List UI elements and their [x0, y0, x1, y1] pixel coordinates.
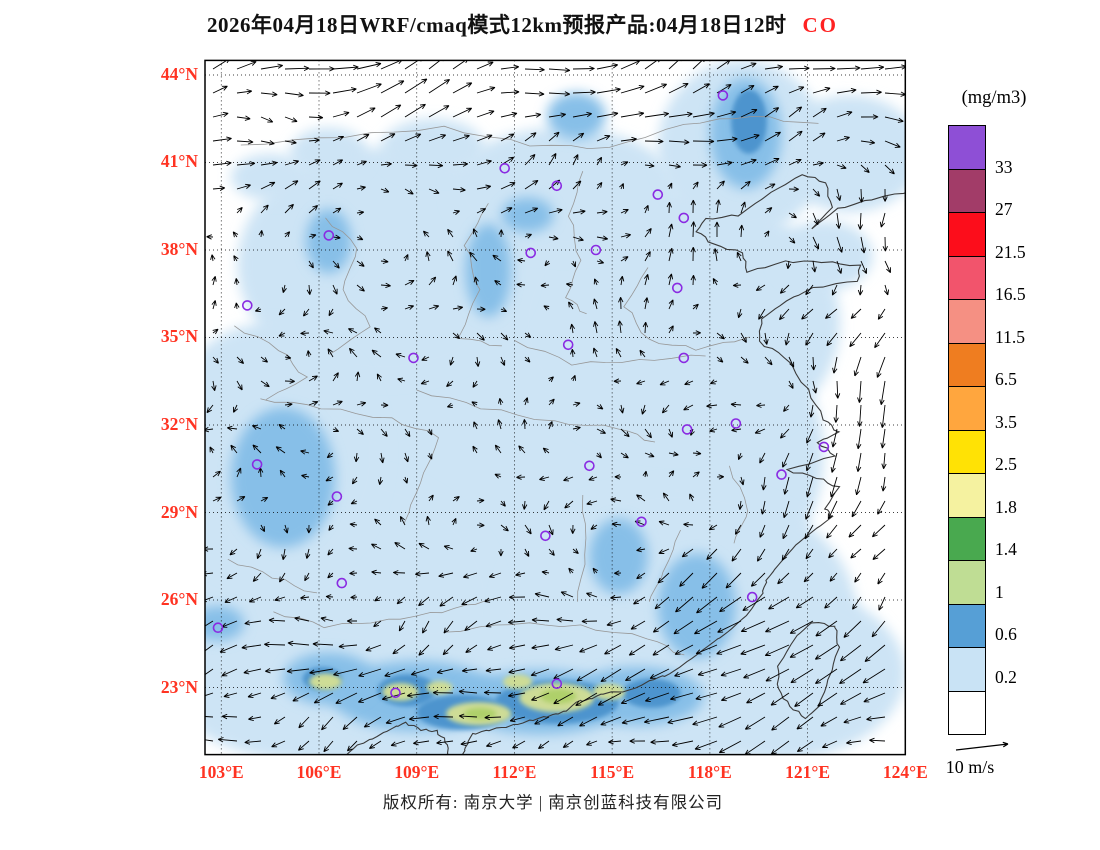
colorbar-block [949, 300, 985, 344]
colorbar-block [949, 213, 985, 257]
colorbar-block [949, 169, 985, 213]
chart-title-text: 2026年04月18日WRF/cmaq模式12km预报产品:04月18日12时 [207, 13, 787, 37]
city-marker [242, 300, 253, 311]
lat-label: 29°N [160, 501, 198, 522]
colorbar-block [949, 126, 985, 170]
city-marker [717, 90, 729, 101]
city-marker [212, 622, 224, 634]
province-boundaries [227, 116, 819, 656]
city-marker [730, 418, 742, 429]
colorbar-tick-label: 1.4 [995, 539, 1017, 559]
lon-label: 106°E [296, 762, 342, 782]
species-label: CO [802, 13, 838, 37]
lon-label: 103°E [198, 762, 244, 782]
colorbar-block [949, 604, 985, 648]
colorbar-block [949, 517, 985, 561]
city-marker [390, 687, 401, 699]
coastline [345, 174, 906, 755]
lat-label: 38°N [160, 238, 198, 259]
lon-label: 118°E [687, 762, 732, 782]
city-marker [678, 352, 690, 364]
colorbar-tick-label: 1 [995, 581, 1004, 602]
colorbar-block [949, 648, 985, 692]
lon-label: 115°E [590, 762, 635, 782]
lon-label: 112°E [492, 762, 537, 782]
colorbar-block [949, 474, 985, 518]
colorbar-tick-label: 0.6 [995, 624, 1017, 644]
city-marker [323, 230, 335, 241]
city-marker [681, 424, 693, 435]
colorbar-tick-label: 33 [995, 156, 1013, 177]
colorbar-tick-label: 2.5 [995, 454, 1017, 474]
city-marker [336, 577, 348, 589]
lat-label: 35°N [160, 326, 198, 347]
city-marker [636, 516, 647, 528]
colorbar-tick-label: 16.5 [995, 284, 1026, 304]
wind-reference-arrow [955, 741, 1009, 751]
graticule-gridlines [205, 60, 906, 755]
plot-border [204, 59, 907, 756]
lon-label: 121°E [785, 762, 831, 782]
city-marker [590, 244, 602, 256]
colorbar-block [949, 561, 985, 605]
colorbar-tick-label: 11.5 [995, 326, 1025, 347]
city-marker [678, 212, 690, 224]
lat-label: 44°N [160, 63, 198, 84]
city-marker [551, 678, 563, 690]
wind-vectors [205, 60, 906, 755]
city-marker [525, 247, 537, 259]
copyright-text: 版权所有: 南京大学 | 南京创蓝科技有限公司 [382, 793, 724, 812]
city-marker [584, 460, 595, 472]
colorbar-tick-label: 21.5 [995, 241, 1026, 262]
colorbar-tick-label: 0.2 [995, 666, 1017, 687]
colorbar-block [949, 430, 985, 474]
colorbar-tick-label: 27 [995, 199, 1013, 219]
city-marker [746, 591, 758, 603]
colorbar-tick-label: 6.5 [995, 369, 1017, 389]
colorbar-block [949, 343, 985, 387]
colorbar-block [949, 387, 985, 431]
city-marker [671, 282, 683, 294]
colorbar-units-label: (mg/m3) [961, 88, 1027, 108]
lon-label: 124°E [882, 762, 928, 782]
city-marker [776, 469, 787, 480]
city-marker [551, 180, 563, 192]
chart-title: 2026年04月18日WRF/cmaq模式12km预报产品:04月18日12时 C… [0, 9, 1045, 39]
city-marker [499, 163, 511, 174]
city-marker [652, 189, 664, 200]
city-marker [331, 491, 343, 502]
city-marker [540, 530, 551, 542]
city-marker [562, 339, 574, 351]
lat-label: 26°N [160, 589, 198, 609]
colorbar-tick-label: 1.8 [995, 496, 1017, 517]
lon-label: 109°E [394, 762, 440, 782]
city-markers [212, 90, 830, 699]
co-fill-layer [205, 60, 906, 755]
colorbar-block [949, 691, 985, 734]
lat-label: 23°N [160, 676, 198, 697]
lat-label: 41°N [160, 151, 198, 172]
colorbar-tick-label: 3.5 [995, 411, 1017, 432]
city-marker [408, 352, 419, 364]
colorbar-block [949, 256, 985, 300]
wind-reference-label: 10 m/s [945, 757, 995, 777]
city-marker [251, 459, 263, 470]
lat-label: 32°N [160, 414, 198, 434]
colorbar [948, 125, 986, 735]
city-marker [818, 441, 830, 453]
